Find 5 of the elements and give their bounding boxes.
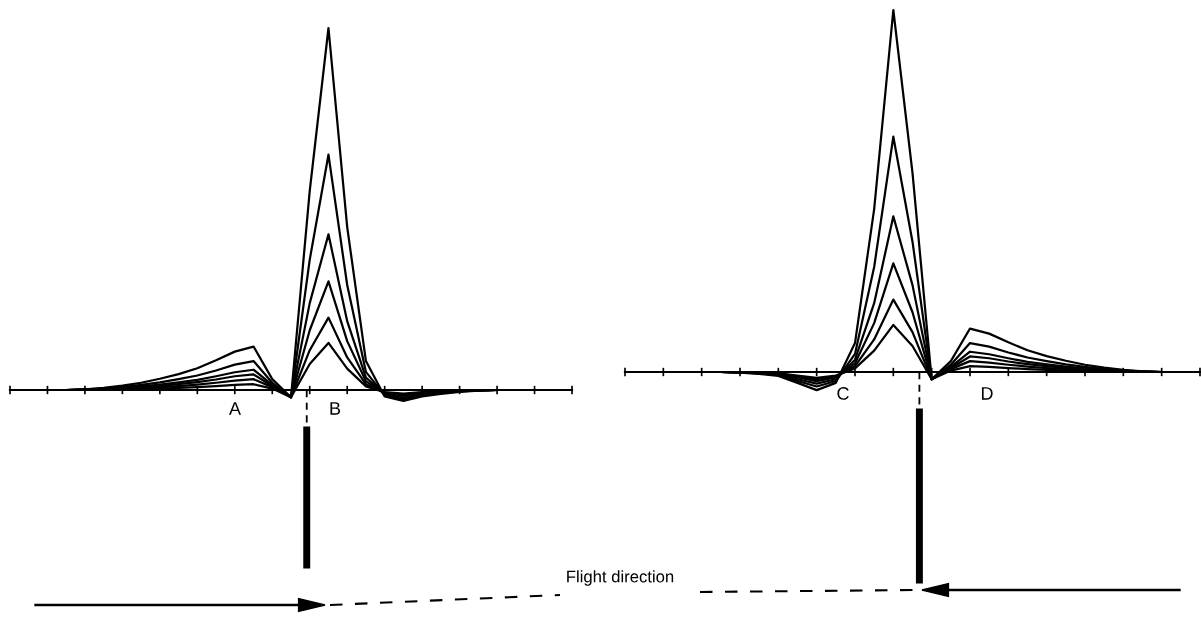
- annotation: C: [837, 387, 849, 400]
- text: A: [229, 402, 241, 415]
- text: B: [330, 402, 341, 415]
- annotation: D: [981, 387, 993, 400]
- text: Flight direction: [567, 570, 674, 586]
